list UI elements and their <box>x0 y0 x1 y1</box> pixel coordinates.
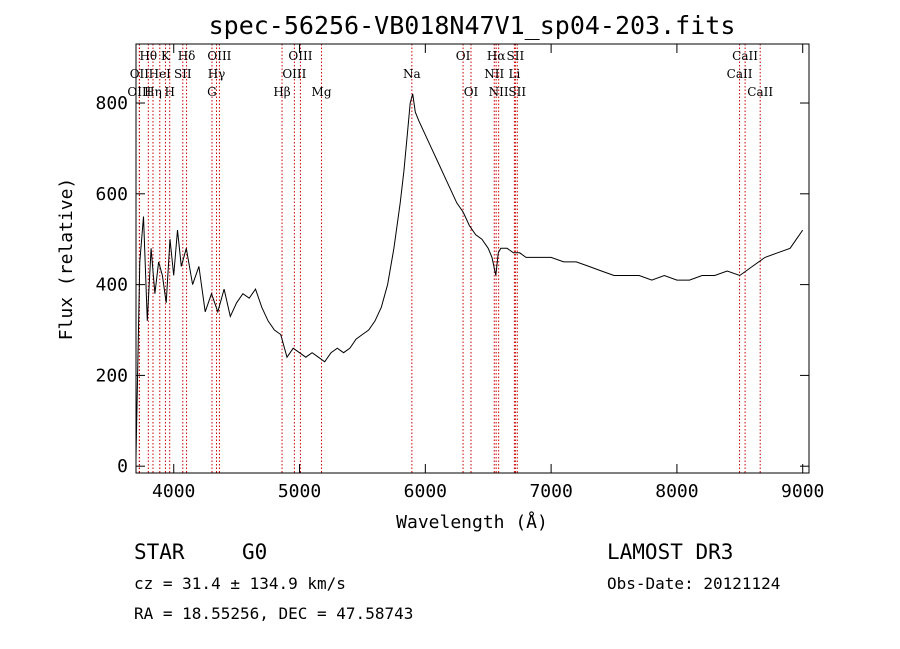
spectral-line-label: CaII <box>747 85 773 99</box>
spectral-line-label: Na <box>403 67 421 81</box>
spectral-line-markers <box>138 44 761 473</box>
spectral-line-label: SII <box>174 67 192 81</box>
spectrum-line <box>135 93 804 458</box>
x-tick-label: 5000 <box>278 481 321 502</box>
spectral-line-label: Li <box>508 67 520 81</box>
y-axis-ticks: 0 200 400 600 800 <box>95 93 809 477</box>
spectral-line-label: H <box>164 85 174 99</box>
y-tick-label: 800 <box>95 93 128 114</box>
x-axis-label: Wavelength (Å) <box>396 511 548 533</box>
spectral-line-label: OIII <box>207 49 231 63</box>
spectral-line-label: OI <box>464 85 479 99</box>
object-class: STAR <box>134 540 185 564</box>
x-axis-ticks: 4000 5000 6000 7000 8000 9000 <box>152 44 824 502</box>
y-tick-label: 600 <box>95 184 128 205</box>
plot-frame <box>135 43 810 474</box>
spectral-line-label: NII <box>489 85 509 99</box>
spectral-line-label: Mg <box>312 85 332 99</box>
y-tick-label: 200 <box>95 365 128 386</box>
spectral-line-label: HeI <box>149 67 172 81</box>
spectral-line-label: OI <box>456 49 471 63</box>
obs-date: Obs-Date: 20121124 <box>607 574 780 593</box>
spectral-line-label: SII <box>507 49 525 63</box>
spectral-line-label: Hδ <box>178 49 196 63</box>
spectral-line-label: OIII <box>288 49 312 63</box>
spectral-line-label: Hα <box>487 49 506 63</box>
y-tick-label: 400 <box>95 275 128 296</box>
survey-name: LAMOST DR3 <box>607 540 733 564</box>
spectral-line-label: OII <box>130 67 150 81</box>
spectral-line-label: OIII <box>127 85 151 99</box>
x-tick-label: 8000 <box>655 481 698 502</box>
spectral-line-label: Hθ <box>139 49 157 63</box>
spectral-line-label: G <box>207 85 217 99</box>
coordinates-readout: RA = 18.55256, DEC = 47.58743 <box>134 604 413 623</box>
spectral-line-label: OIII <box>282 67 306 81</box>
x-tick-label: 7000 <box>529 481 572 502</box>
spectral-line-label: NII <box>484 67 504 81</box>
spectral-line-label: Hη <box>144 85 162 99</box>
y-axis-label: Flux (relative) <box>56 178 77 341</box>
spectral-line-label: CaII <box>727 67 753 81</box>
spectral-line-label: CaII <box>732 49 758 63</box>
spectral-line-label: SII <box>508 85 526 99</box>
spectral-line-label: Hγ <box>208 67 226 81</box>
x-tick-label: 6000 <box>404 481 447 502</box>
y-tick-label: 0 <box>117 456 128 477</box>
spectral-line-label: Hβ <box>273 85 290 99</box>
spectral-line-label: K <box>161 49 171 63</box>
chart-title: spec-56256-VB018N47V1_sp04-203.fits <box>209 11 736 40</box>
x-tick-label: 4000 <box>152 481 195 502</box>
object-subclass: G0 <box>242 540 267 564</box>
redshift-readout: cz = 31.4 ± 134.9 km/s <box>134 574 346 593</box>
x-tick-label: 9000 <box>781 481 824 502</box>
